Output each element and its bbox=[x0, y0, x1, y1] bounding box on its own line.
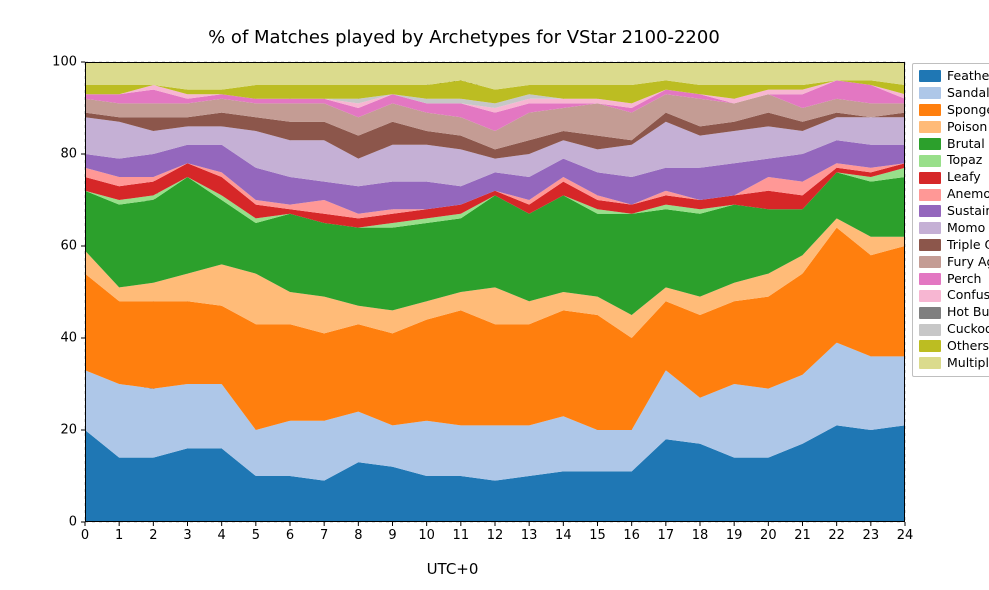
legend-swatch bbox=[919, 357, 941, 369]
legend-swatch bbox=[919, 273, 941, 285]
x-tick-label: 1 bbox=[115, 528, 123, 543]
x-tick-label: 2 bbox=[149, 528, 157, 543]
legend-item: Cuckoo Buba bbox=[919, 321, 989, 338]
figure: % of Matches played by Archetypes for VS… bbox=[0, 0, 989, 590]
legend-swatch bbox=[919, 239, 941, 251]
x-tick-label: 21 bbox=[794, 528, 811, 543]
legend-item: Momo bbox=[919, 220, 989, 237]
legend-label: Confused bbox=[947, 287, 989, 304]
x-tick-label: 16 bbox=[623, 528, 640, 543]
legend-label: Cuckoo Buba bbox=[947, 321, 989, 338]
chart-title-line1: % of Matches played by Archetypes for VS… bbox=[208, 27, 720, 48]
legend-item: Leafy bbox=[919, 169, 989, 186]
x-tick-label: 18 bbox=[692, 528, 709, 543]
legend-label: Leafy bbox=[947, 169, 981, 186]
legend-swatch bbox=[919, 70, 941, 82]
legend-item: Hot Butt bbox=[919, 304, 989, 321]
legend-swatch bbox=[919, 121, 941, 133]
x-tick-label: 9 bbox=[388, 528, 396, 543]
legend-label: Poison bbox=[947, 119, 987, 136]
legend-label: Triple Owl bbox=[947, 237, 989, 254]
y-tick-label: 100 bbox=[52, 55, 77, 70]
legend-label: Anemone bbox=[947, 186, 989, 203]
x-tick-label: 24 bbox=[897, 528, 914, 543]
legend-swatch bbox=[919, 307, 941, 319]
x-tick-label: 19 bbox=[726, 528, 743, 543]
legend-item: Sandal bbox=[919, 85, 989, 102]
x-tick-label: 20 bbox=[760, 528, 777, 543]
legend-label: Topaz bbox=[947, 152, 982, 169]
legend-swatch bbox=[919, 256, 941, 268]
legend-swatch bbox=[919, 340, 941, 352]
x-tick-label: 12 bbox=[487, 528, 504, 543]
legend-swatch bbox=[919, 222, 941, 234]
legend-label: Brutal Claw bbox=[947, 136, 989, 153]
legend-label: Sandal bbox=[947, 85, 989, 102]
legend-item: Multiple archetypes bbox=[919, 355, 989, 372]
legend-label: Fury Aggro bbox=[947, 254, 989, 271]
x-tick-label: 8 bbox=[354, 528, 362, 543]
legend-item: Sustain bbox=[919, 203, 989, 220]
legend-swatch bbox=[919, 172, 941, 184]
legend-item: Topaz bbox=[919, 152, 989, 169]
x-tick-label: 4 bbox=[218, 528, 226, 543]
x-tick-label: 22 bbox=[828, 528, 845, 543]
y-tick-label: 20 bbox=[60, 423, 77, 438]
legend-item: Fury Aggro bbox=[919, 254, 989, 271]
legend-item: Triple Owl bbox=[919, 237, 989, 254]
legend-swatch bbox=[919, 155, 941, 167]
legend-label: Feather bbox=[947, 68, 989, 85]
legend-swatch bbox=[919, 324, 941, 336]
legend-label: Momo bbox=[947, 220, 985, 237]
x-axis-label: UTC+0 bbox=[0, 560, 905, 578]
x-tick-label: 11 bbox=[453, 528, 470, 543]
legend-item: Perch bbox=[919, 271, 989, 288]
y-tick-label: 40 bbox=[60, 331, 77, 346]
legend-item: Others bbox=[919, 338, 989, 355]
legend-item: Anemone bbox=[919, 186, 989, 203]
x-tick-label: 10 bbox=[418, 528, 435, 543]
legend-item: Confused bbox=[919, 287, 989, 304]
legend-swatch bbox=[919, 189, 941, 201]
legend-swatch bbox=[919, 290, 941, 302]
x-tick-label: 17 bbox=[658, 528, 675, 543]
legend-label: Sustain bbox=[947, 203, 989, 220]
legend-label: Hot Butt bbox=[947, 304, 989, 321]
legend-swatch bbox=[919, 138, 941, 150]
x-tick-label: 7 bbox=[320, 528, 328, 543]
x-tick-label: 13 bbox=[521, 528, 538, 543]
x-tick-label: 0 bbox=[81, 528, 89, 543]
x-tick-label: 5 bbox=[252, 528, 260, 543]
y-tick-label: 0 bbox=[69, 515, 77, 530]
x-tick-label: 15 bbox=[589, 528, 606, 543]
y-tick-label: 80 bbox=[60, 147, 77, 162]
x-tick-label: 3 bbox=[183, 528, 191, 543]
legend-item: Brutal Claw bbox=[919, 136, 989, 153]
legend-item: Sponge bbox=[919, 102, 989, 119]
y-tick-label: 60 bbox=[60, 239, 77, 254]
x-tick-label: 14 bbox=[555, 528, 572, 543]
chart-plot-area bbox=[85, 62, 905, 522]
legend-label: Sponge bbox=[947, 102, 989, 119]
legend-swatch bbox=[919, 104, 941, 116]
x-tick-label: 23 bbox=[863, 528, 880, 543]
legend-label: Perch bbox=[947, 271, 981, 288]
legend-label: Multiple archetypes bbox=[947, 355, 989, 372]
legend-swatch bbox=[919, 87, 941, 99]
legend-label: Others bbox=[947, 338, 989, 355]
x-tick-label: 6 bbox=[286, 528, 294, 543]
legend: FeatherSandalSpongePoisonBrutal ClawTopa… bbox=[912, 63, 989, 377]
legend-item: Feather bbox=[919, 68, 989, 85]
legend-swatch bbox=[919, 205, 941, 217]
legend-item: Poison bbox=[919, 119, 989, 136]
